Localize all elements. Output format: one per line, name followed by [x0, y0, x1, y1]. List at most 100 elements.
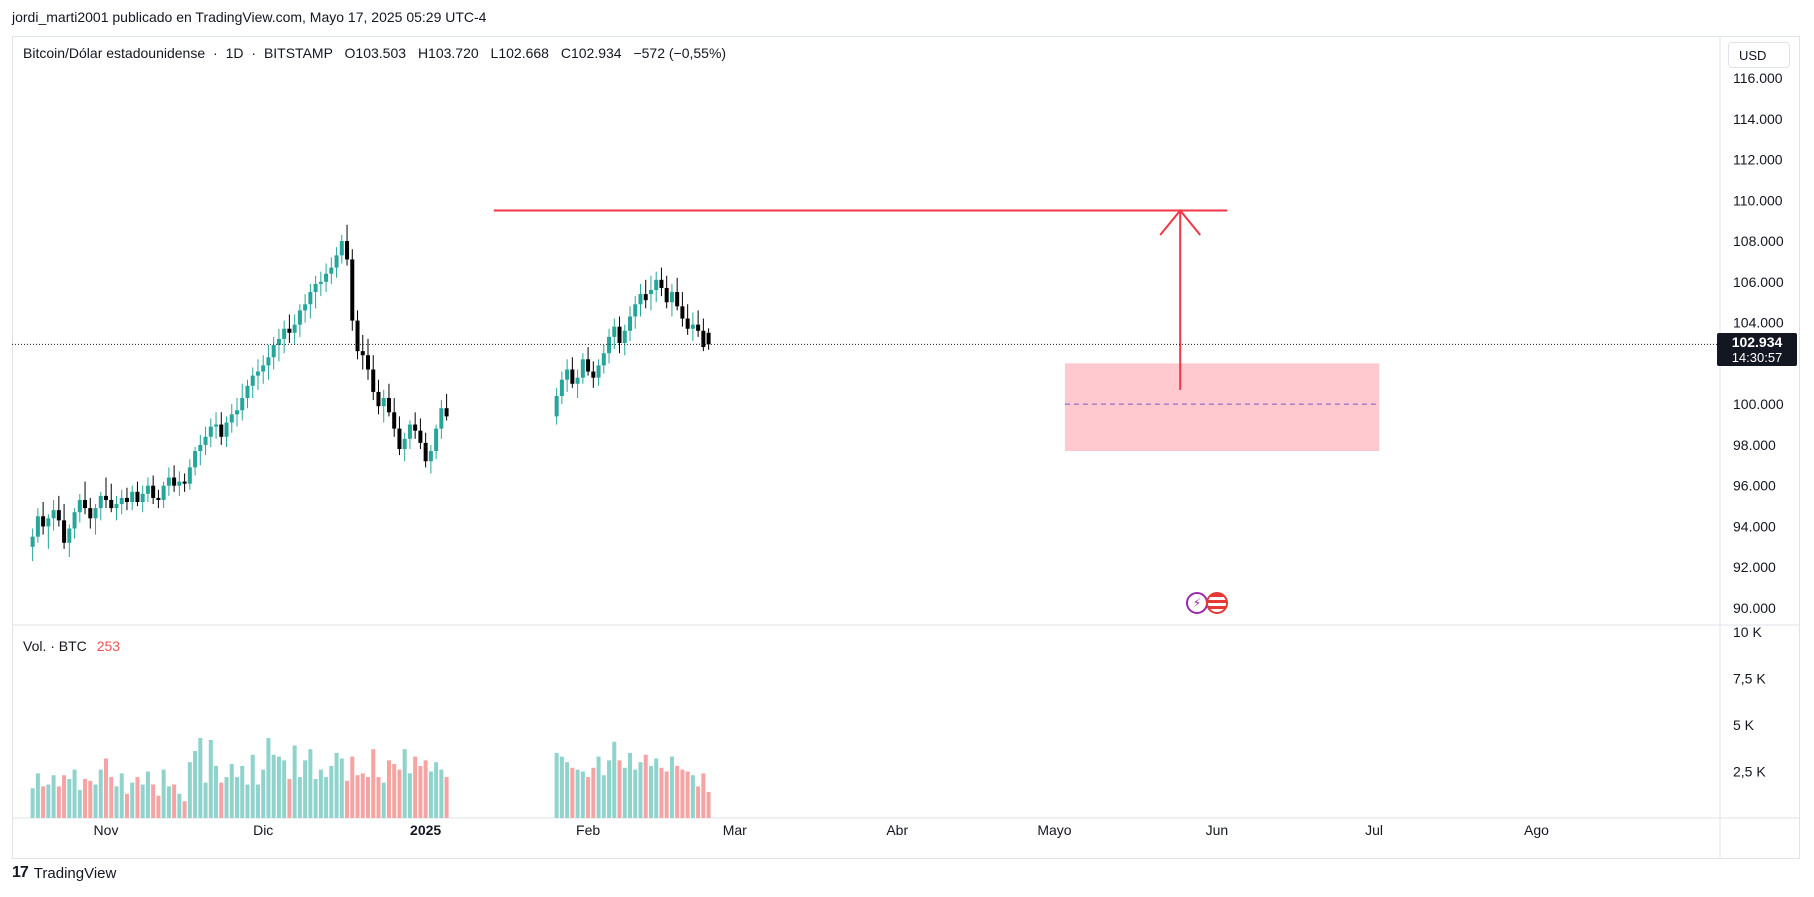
volume-bar — [46, 784, 51, 818]
low-value: L102.668 — [490, 45, 549, 61]
volume-bar — [559, 756, 564, 818]
candle-body — [72, 512, 77, 529]
price-tick-label: 104.000 — [1733, 315, 1784, 331]
volume-bar — [240, 765, 245, 818]
high-value: H103.720 — [417, 45, 479, 61]
candle-body — [255, 371, 260, 376]
volume-bar — [193, 751, 198, 818]
volume-bar — [580, 771, 585, 818]
volume-bar — [565, 762, 570, 818]
candle-body — [690, 324, 695, 329]
price-tick-label: 92.000 — [1733, 559, 1776, 575]
volume-bar — [255, 784, 260, 818]
tradingview-brand[interactable]: 17 TradingView — [12, 864, 116, 882]
event-markers: ⚡ — [1186, 592, 1228, 614]
volume-bar — [407, 773, 412, 818]
us-flag-event-icon[interactable] — [1206, 592, 1228, 614]
candle-body — [685, 318, 690, 329]
volume-bar — [135, 777, 140, 818]
currency-button[interactable]: USD — [1728, 42, 1790, 68]
candle-body — [360, 351, 365, 356]
symbol-name[interactable]: Bitcoin/Dólar estadounidense — [23, 45, 206, 61]
volume-bar — [297, 777, 302, 818]
lightning-event-icon[interactable]: ⚡ — [1186, 592, 1208, 614]
time-tick-label: Ago — [1524, 822, 1549, 838]
volume-bar — [418, 765, 423, 818]
volume-bar — [276, 756, 281, 818]
candle-body — [93, 508, 98, 519]
time-tick-label: Feb — [576, 822, 600, 838]
volume-bar — [229, 764, 234, 818]
candle-body — [339, 241, 344, 256]
volume-bar — [601, 775, 606, 818]
volume-bar — [145, 771, 150, 818]
volume-bar — [266, 738, 271, 818]
volume-tick-label: 5 K — [1733, 717, 1755, 733]
volume-bar — [617, 760, 622, 818]
candle-body — [83, 499, 88, 509]
volume-bar — [675, 765, 680, 818]
tradingview-logo-icon: 17 — [12, 864, 29, 881]
candle-body — [297, 310, 302, 325]
candle-body — [386, 398, 391, 413]
candle-body — [77, 499, 82, 513]
volume-label[interactable]: Vol. · BTC — [23, 638, 87, 654]
candle-body — [664, 287, 669, 303]
legend-separator: · — [213, 45, 218, 61]
close-value: C102.934 — [560, 45, 622, 61]
volume-bar — [282, 760, 287, 818]
volume-bar — [434, 762, 439, 818]
volume-bar — [214, 765, 219, 818]
time-tick-label: Mar — [723, 822, 747, 838]
candle-body — [418, 430, 423, 443]
candle-body — [617, 326, 622, 343]
volume-bar — [690, 775, 695, 818]
volume-bar — [339, 758, 344, 818]
volume-bar — [586, 777, 591, 818]
volume-bar — [271, 754, 276, 818]
candle-body — [601, 353, 606, 366]
volume-bar — [124, 793, 129, 818]
price-tick-label: 116.000 — [1733, 70, 1783, 86]
candle-body — [586, 359, 591, 372]
candle-body — [245, 385, 250, 399]
candle-body — [182, 481, 187, 484]
candle-body — [156, 497, 161, 500]
volume-bar — [554, 752, 559, 818]
change-value: −572 (−0,55%) — [633, 45, 727, 61]
volume-bar — [350, 756, 355, 818]
volume-bar — [669, 756, 674, 818]
volume-bar — [444, 777, 449, 818]
interval[interactable]: 1D — [225, 45, 244, 61]
candle-body — [229, 414, 234, 423]
volume-bar — [261, 769, 266, 818]
candle-body — [119, 497, 124, 505]
candle-body — [324, 273, 329, 282]
candle-body — [376, 391, 381, 407]
volume-bar — [648, 765, 653, 818]
candle-body — [628, 316, 632, 331]
candle-body — [62, 520, 67, 543]
candle-body — [114, 504, 119, 509]
candle-body — [166, 477, 171, 486]
time-tick-label: Dic — [253, 822, 273, 838]
candle-body — [303, 304, 308, 311]
candle-body — [366, 355, 370, 370]
candle-body — [350, 259, 355, 321]
candle-body — [402, 438, 407, 449]
candle-body — [187, 467, 192, 484]
candle-body — [198, 444, 203, 452]
price-tick-label: 90.000 — [1733, 600, 1776, 616]
candle-body — [680, 306, 685, 319]
candle-body — [575, 377, 580, 384]
candle-body — [140, 493, 145, 502]
exchange: BITSTAMP — [263, 45, 333, 61]
candle-body — [638, 294, 643, 305]
volume-bar — [292, 745, 297, 818]
candle-body — [675, 292, 680, 307]
candle-body — [172, 477, 177, 486]
candle-body — [161, 485, 166, 500]
candle-body — [345, 241, 350, 260]
volume-bar — [701, 773, 706, 818]
